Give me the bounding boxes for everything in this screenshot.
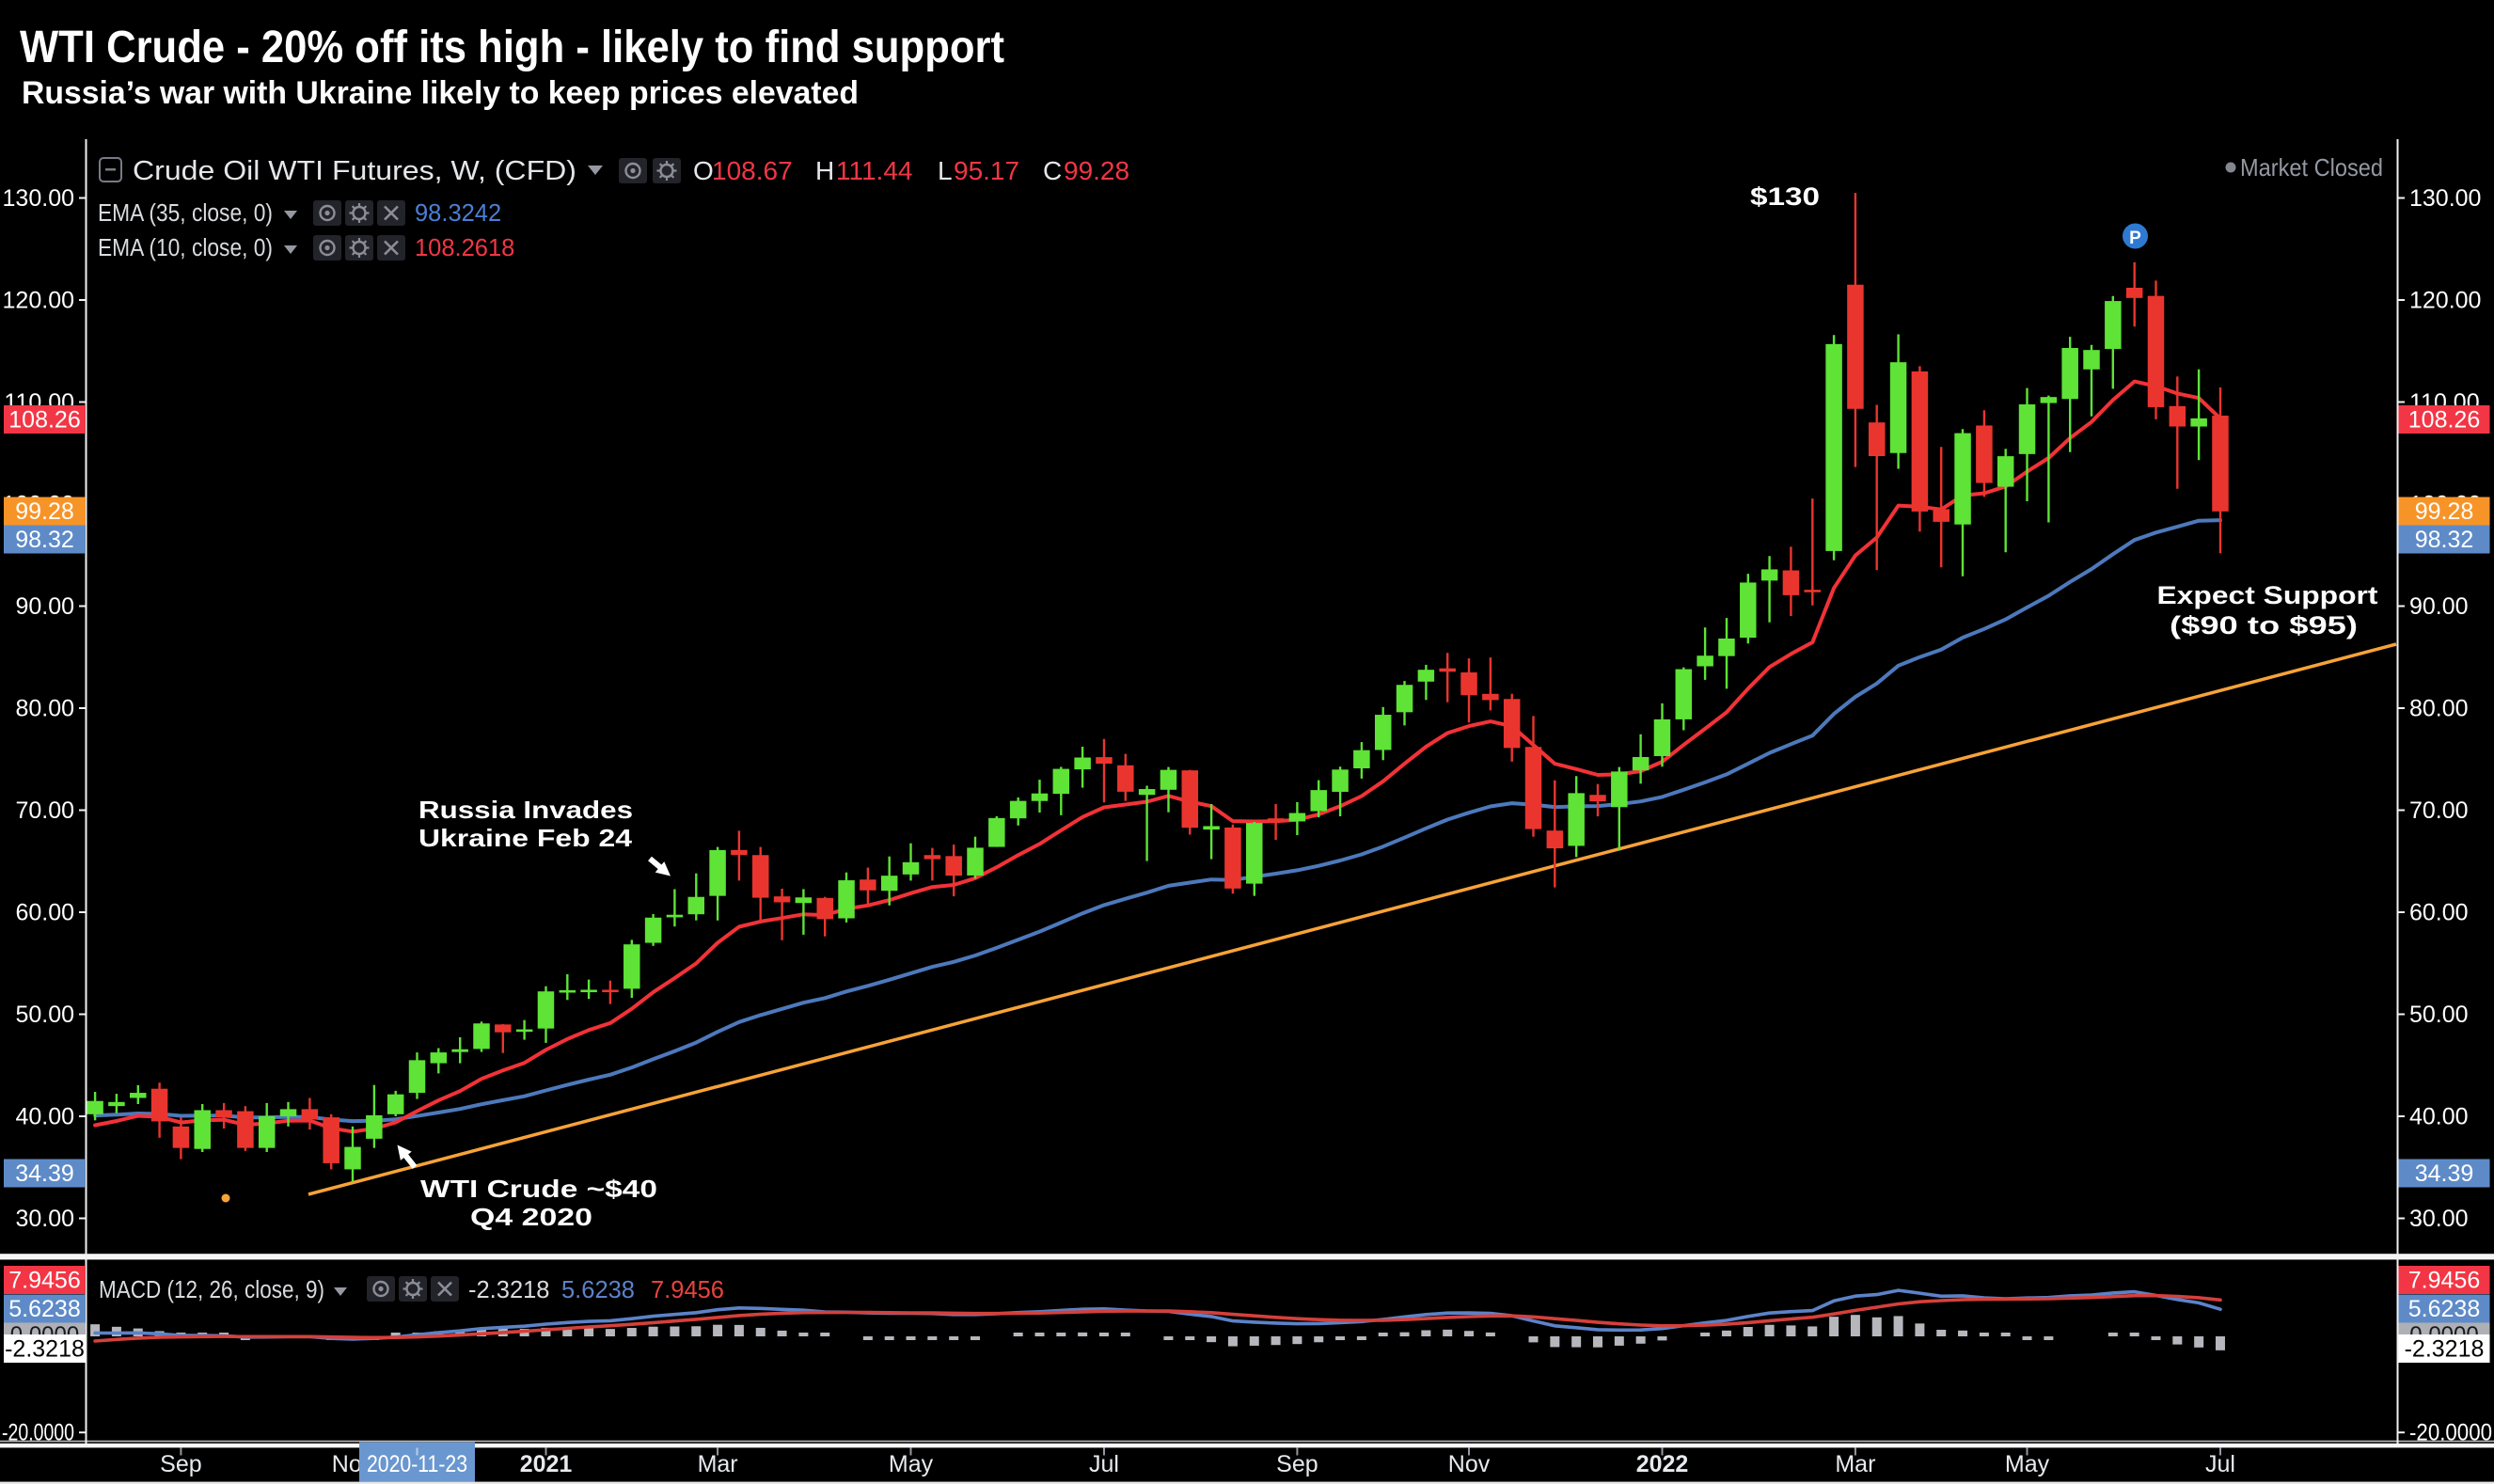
svg-text:-2.3218: -2.3218 [5,1336,85,1363]
svg-text:Mar: Mar [1835,1451,1875,1477]
svg-text:50.00: 50.00 [2409,1002,2469,1028]
svg-text:120.00: 120.00 [2409,288,2481,314]
svg-text:May: May [2005,1451,2050,1477]
svg-text:95.17: 95.17 [954,156,1019,185]
svg-text:2020-11-23: 2020-11-23 [367,1451,467,1477]
svg-text:MACD (12, 26, close, 9): MACD (12, 26, close, 9) [99,1277,324,1303]
svg-text:80.00: 80.00 [15,696,74,722]
svg-text:99.28: 99.28 [2415,498,2474,525]
svg-text:50.00: 50.00 [15,1002,74,1028]
svg-text:7.9456: 7.9456 [8,1268,80,1294]
svg-text:80.00: 80.00 [2409,696,2469,722]
svg-text:-20.0000: -20.0000 [2409,1420,2492,1446]
svg-text:Jul: Jul [1089,1451,1119,1477]
svg-text:90.00: 90.00 [15,593,74,620]
svg-text:Q4 2020: Q4 2020 [470,1203,592,1231]
svg-text:70.00: 70.00 [2409,797,2469,824]
svg-text:Sep: Sep [160,1451,201,1477]
svg-text:Ukraine Feb 24: Ukraine Feb 24 [418,824,633,852]
svg-text:May: May [889,1451,934,1477]
svg-text:Jul: Jul [2205,1451,2235,1477]
svg-text:108.2618: 108.2618 [415,235,514,261]
svg-text:7.9456: 7.9456 [2408,1268,2480,1294]
svg-text:98.32: 98.32 [15,527,74,553]
svg-text:60.00: 60.00 [15,900,74,926]
svg-text:2021: 2021 [520,1451,573,1477]
svg-text:34.39: 34.39 [15,1160,74,1187]
svg-text:-20.0000: -20.0000 [2,1420,74,1446]
svg-text:130.00: 130.00 [2409,185,2481,212]
svg-text:108.26: 108.26 [8,407,80,434]
svg-text:99.28: 99.28 [1064,156,1129,185]
svg-text:-2.3218: -2.3218 [468,1277,550,1303]
svg-text:5.6238: 5.6238 [2408,1296,2480,1322]
svg-text:120.00: 120.00 [3,288,74,314]
svg-text:111.44: 111.44 [836,156,912,185]
svg-text:98.3242: 98.3242 [415,200,501,227]
svg-text:WTI Crude - 20% off its high -: WTI Crude - 20% off its high - likely to… [20,23,1004,72]
svg-text:98.32: 98.32 [2415,527,2474,553]
svg-text:WTI Crude ~$40: WTI Crude ~$40 [420,1175,657,1203]
svg-text:90.00: 90.00 [2409,593,2469,620]
svg-text:30.00: 30.00 [2409,1206,2469,1232]
svg-text:Market Closed: Market Closed [2240,153,2383,182]
svg-text:Crude Oil WTI Futures, W, (CFD: Crude Oil WTI Futures, W, (CFD) [133,156,576,186]
svg-text:70.00: 70.00 [15,797,74,824]
svg-text:Russia’s war with Ukraine like: Russia’s war with Ukraine likely to keep… [22,75,859,111]
svg-text:EMA (35, close, 0): EMA (35, close, 0) [98,200,273,227]
svg-text:Russia Invades: Russia Invades [418,796,633,824]
svg-text:108.67: 108.67 [712,156,793,185]
svg-text:H: H [815,156,834,185]
svg-text:5.6238: 5.6238 [8,1296,80,1322]
svg-text:7.9456: 7.9456 [651,1277,724,1303]
svg-text:EMA (10, close, 0): EMA (10, close, 0) [98,235,273,261]
svg-text:99.28: 99.28 [15,498,74,525]
svg-text:108.26: 108.26 [2408,407,2480,434]
svg-text:$130: $130 [1750,182,1820,211]
svg-text:130.00: 130.00 [3,185,74,212]
svg-text:Sep: Sep [1276,1451,1318,1477]
svg-text:P: P [2129,229,2141,248]
svg-text:Expect Support: Expect Support [2157,581,2378,609]
svg-text:30.00: 30.00 [15,1206,74,1232]
svg-text:34.39: 34.39 [2415,1160,2474,1187]
svg-text:O: O [693,156,714,185]
svg-text:Nov: Nov [1448,1451,1491,1477]
svg-text:5.6238: 5.6238 [561,1277,635,1303]
svg-text:60.00: 60.00 [2409,900,2469,926]
svg-text:($90 to $95): ($90 to $95) [2170,611,2358,639]
svg-text:40.00: 40.00 [2409,1104,2469,1130]
svg-text:C: C [1043,156,1062,185]
svg-text:L: L [938,156,953,185]
svg-text:Mar: Mar [698,1451,738,1477]
svg-text:-2.3218: -2.3218 [2405,1336,2485,1363]
svg-text:40.00: 40.00 [15,1104,74,1130]
svg-text:2022: 2022 [1636,1451,1689,1477]
